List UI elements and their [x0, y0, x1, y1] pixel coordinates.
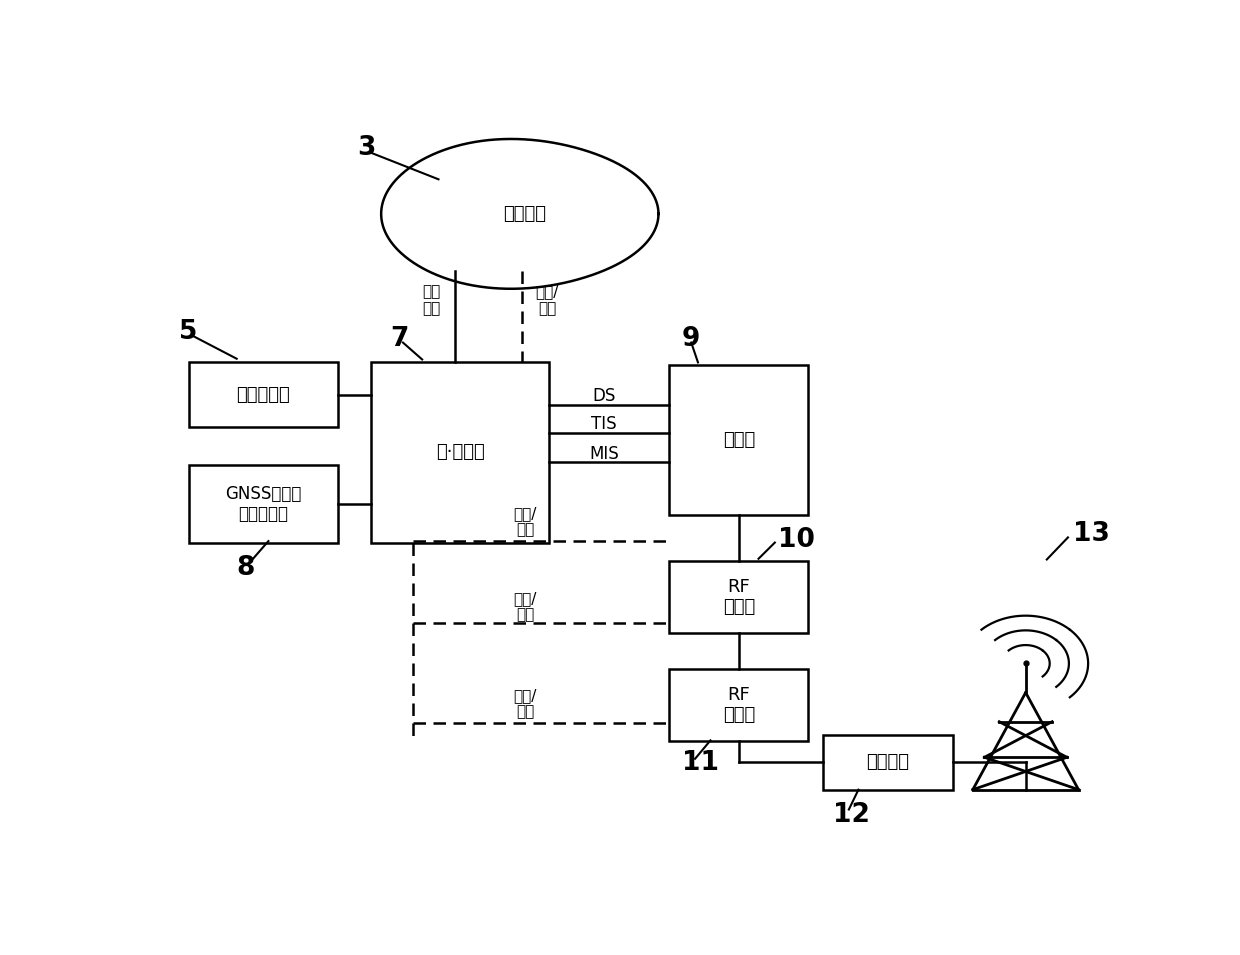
Text: GNSS接收机
或参考时钟: GNSS接收机 或参考时钟	[224, 484, 301, 523]
Text: 第·控制器: 第·控制器	[435, 443, 485, 461]
Text: 9: 9	[682, 326, 701, 351]
Text: 信令: 信令	[516, 522, 534, 538]
FancyBboxPatch shape	[670, 365, 808, 516]
Text: 10: 10	[777, 526, 815, 553]
Text: 8: 8	[237, 555, 255, 582]
Text: 信令: 信令	[516, 607, 534, 622]
Text: 监测接收机: 监测接收机	[237, 386, 290, 404]
Text: 岸基网络: 岸基网络	[503, 205, 547, 223]
FancyBboxPatch shape	[670, 669, 808, 741]
Polygon shape	[381, 139, 658, 288]
Text: 5: 5	[179, 319, 197, 345]
Text: 消息
文件: 消息 文件	[423, 284, 441, 316]
Text: DS: DS	[593, 387, 616, 405]
Text: 调制器: 调制器	[723, 431, 755, 449]
Text: 控制/: 控制/	[513, 506, 537, 521]
FancyBboxPatch shape	[823, 734, 952, 790]
Text: 12: 12	[832, 801, 869, 828]
Text: 7: 7	[391, 326, 409, 351]
Text: MIS: MIS	[589, 445, 619, 462]
Text: RF
生成器: RF 生成器	[723, 578, 755, 616]
Text: RF
放大器: RF 放大器	[723, 686, 755, 725]
Text: 13: 13	[1073, 520, 1110, 547]
FancyBboxPatch shape	[188, 362, 337, 427]
Text: 3: 3	[357, 135, 376, 160]
FancyBboxPatch shape	[670, 561, 808, 633]
Text: 匹配单元: 匹配单元	[867, 753, 909, 771]
Text: 11: 11	[682, 751, 719, 776]
Text: 信令: 信令	[516, 704, 534, 719]
Text: 控制/
信令: 控制/ 信令	[536, 284, 559, 316]
FancyBboxPatch shape	[188, 465, 337, 542]
Text: TIS: TIS	[591, 415, 618, 434]
Text: 控制/: 控制/	[513, 688, 537, 703]
FancyBboxPatch shape	[371, 362, 549, 542]
Text: 控制/: 控制/	[513, 591, 537, 606]
